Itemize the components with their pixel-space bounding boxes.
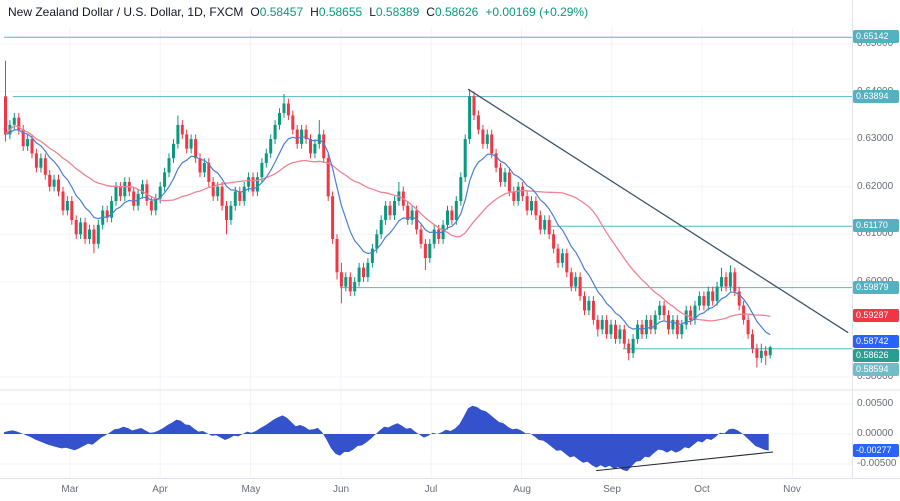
price-badge-0.59879[interactable]: 0.59879 — [853, 281, 899, 294]
grid-lines — [0, 28, 852, 477]
time-axis-label-may: May — [241, 484, 261, 495]
oscillator-area[interactable] — [4, 405, 769, 472]
price-badge-0.61170[interactable]: 0.61170 — [853, 219, 899, 232]
ohlc-high-value: 0.58655 — [318, 5, 363, 19]
ohlc-open-value: 0.58457 — [259, 5, 304, 19]
time-axis-label-mar: Mar — [61, 484, 79, 495]
ma-slow-line[interactable] — [5, 124, 771, 322]
price-badge-0.58594[interactable]: 0.58594 — [853, 363, 899, 376]
ohlc-high-label: H — [310, 5, 319, 19]
symbol-title[interactable]: New Zealand Dollar / U.S. Dollar, 1D, FX… — [8, 5, 244, 19]
ohlc-low-value: 0.58389 — [375, 5, 420, 19]
time-axis-label-nov: Nov — [783, 484, 801, 495]
price-axis-label: 0.63000 — [857, 133, 894, 144]
ohlc-close-label: C — [426, 5, 435, 19]
time-scale[interactable] — [0, 478, 900, 501]
price-axis-label: 0.58000 — [857, 371, 894, 382]
indicator-axis-label: -0.00500 — [857, 458, 897, 469]
price-badge-0.58742[interactable]: 0.58742 — [853, 335, 899, 348]
price-change: +0.00169 (+0.29%) — [485, 5, 589, 19]
price-axis-label: 0.61000 — [857, 228, 894, 239]
indicator-axis-label: 0.00000 — [857, 428, 894, 439]
ohlc-low-label: L — [369, 5, 376, 19]
time-axis-label-jun: Jun — [332, 484, 350, 495]
price-badge-0.58626[interactable]: 0.58626 — [853, 349, 899, 362]
price-badge-0.63894[interactable]: 0.63894 — [853, 90, 899, 103]
candlestick-series[interactable] — [4, 60, 772, 368]
indicator-axis-label: 0.00500 — [857, 398, 894, 409]
ohlc-open-label: O — [250, 5, 260, 19]
price-axis-label: 0.65000 — [857, 38, 894, 49]
price-axis-label: 0.62000 — [857, 181, 894, 192]
oscillator-trendline[interactable] — [596, 451, 774, 472]
time-axis-label-oct: Oct — [694, 484, 710, 495]
time-axis-label-sep: Sep — [603, 484, 621, 495]
time-axis-label-apr: Apr — [152, 484, 168, 495]
indicator-value-badge[interactable]: -0.00277 — [853, 444, 899, 457]
ma-fast-line[interactable] — [5, 129, 771, 336]
price-badge-0.65142[interactable]: 0.65142 — [853, 30, 899, 43]
price-badge-0.59287[interactable]: 0.59287 — [853, 309, 899, 322]
price-scale[interactable] — [852, 0, 900, 478]
descending-trendline[interactable] — [467, 88, 849, 334]
ohlc-close-value: 0.58626 — [434, 5, 479, 19]
chart-legend: New Zealand Dollar / U.S. Dollar, 1D, FX… — [8, 5, 588, 19]
time-axis-label-jul: Jul — [424, 484, 438, 495]
time-axis-label-aug: Aug — [513, 484, 531, 495]
